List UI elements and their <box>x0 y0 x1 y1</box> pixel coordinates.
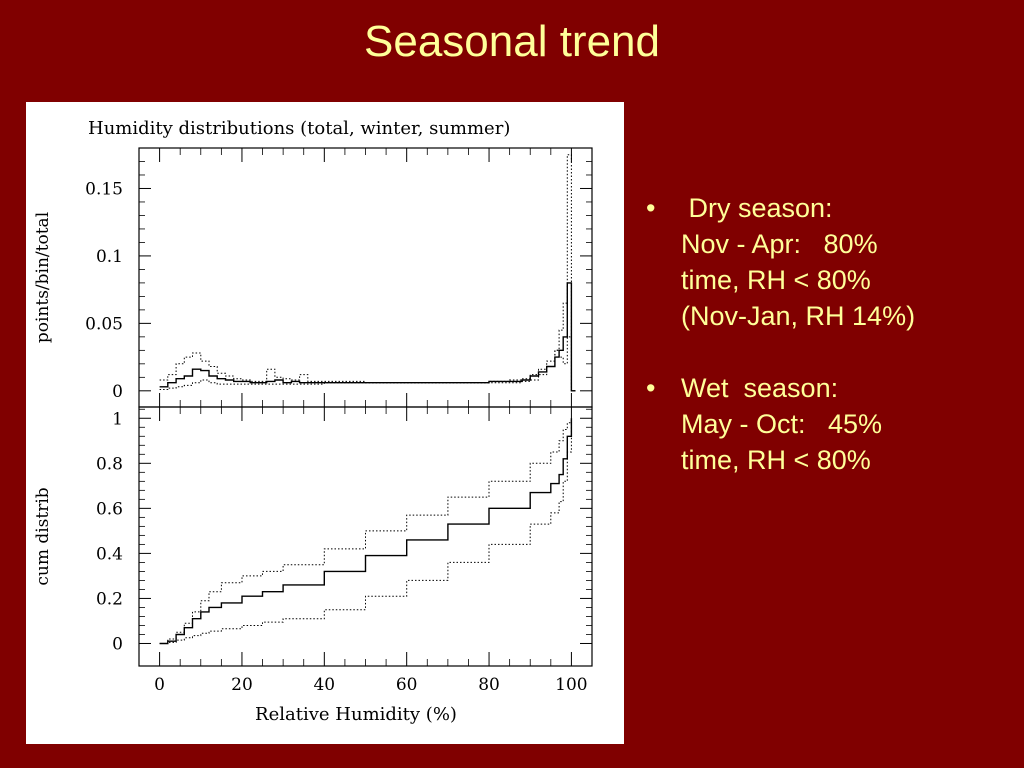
series-line-seasonal <box>159 154 576 392</box>
cumulative-panel: 0 0.2 0.4 0.6 0.8 1 0 20 40 60 80 100 cum distrib <box>33 406 593 695</box>
plot-frame <box>138 147 593 408</box>
series-line-total <box>159 282 576 392</box>
x-tick-label: 60 <box>396 675 418 695</box>
y-axis-label: points/bin/total <box>33 212 53 343</box>
x-tick-label: 20 <box>231 675 253 695</box>
bullet-line: (Nov-Jan, RH 14%) <box>681 301 916 331</box>
x-tick-label: 40 <box>313 675 335 695</box>
bullet-line: time, RH < 80% <box>681 265 871 295</box>
y-tick-label: 0.6 <box>96 499 123 519</box>
bullet-line: Dry season: <box>681 193 833 223</box>
x-tick-label: 100 <box>555 675 587 695</box>
series-line-seasonal <box>159 336 576 392</box>
y-tick-label: 0.2 <box>96 589 123 609</box>
chart-title: Humidity distributions (total, winter, s… <box>88 118 510 139</box>
bullet-list: • Dry season: Nov - Apr: 80% time, RH < … <box>640 190 1010 514</box>
y-axis-label: cum distrib <box>33 487 53 585</box>
bullet-marker: • <box>646 193 656 223</box>
humidity-charts: Humidity distributions (total, winter, s… <box>33 118 593 725</box>
series-line-seasonal <box>159 418 572 644</box>
bullet-dry-season: • Dry season: Nov - Apr: 80% time, RH < … <box>640 190 1010 334</box>
bullet-line: Nov - Apr: 80% <box>681 229 878 259</box>
x-tick-label: 80 <box>478 675 500 695</box>
series-line-total <box>159 418 573 645</box>
distribution-panel: 0 0.05 0.1 0.15 points/bin/total <box>33 147 593 408</box>
bullet-line: May - Oct: 45% <box>681 409 883 439</box>
y-tick-label: 0.15 <box>85 179 123 199</box>
humidity-figure: Humidity distributions (total, winter, s… <box>26 102 624 744</box>
y-tick-label: 0.1 <box>96 247 123 267</box>
bullet-line: time, RH < 80% <box>681 445 871 475</box>
bullet-marker: • <box>646 373 656 403</box>
y-tick-label: 0 <box>112 634 123 654</box>
x-tick-label: 0 <box>154 675 165 695</box>
y-tick-label: 0.05 <box>85 314 123 334</box>
bullet-wet-season: • Wet season: May - Oct: 45% time, RH < … <box>640 370 1010 478</box>
slide-title: Seasonal trend <box>364 17 660 66</box>
y-tick-label: 0 <box>112 382 123 402</box>
y-tick-label: 0.4 <box>96 544 123 564</box>
y-tick-label: 0.8 <box>96 454 123 474</box>
x-axis-label: Relative Humidity (%) <box>255 704 457 725</box>
series-line-seasonal <box>159 418 572 644</box>
y-tick-label: 1 <box>112 409 123 429</box>
bullet-line: Wet season: <box>681 373 839 403</box>
